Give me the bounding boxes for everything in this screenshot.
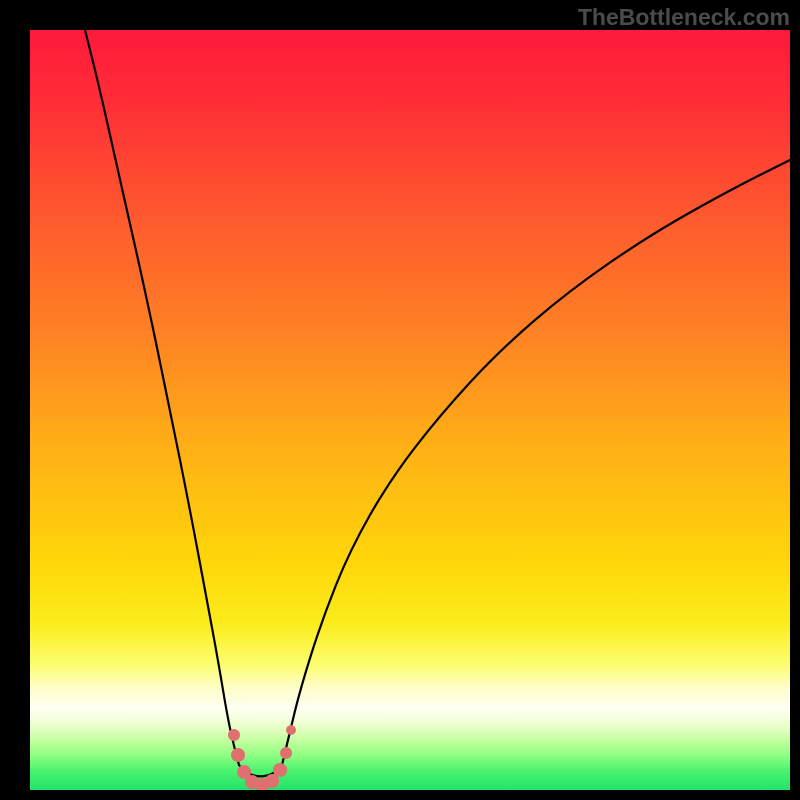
watermark-text: TheBottleneck.com <box>578 4 790 31</box>
chart-svg <box>0 0 800 800</box>
chart-frame: TheBottleneck.com <box>0 0 800 800</box>
marker-point <box>286 725 296 735</box>
marker-point <box>228 729 240 741</box>
marker-point <box>280 747 292 759</box>
marker-point <box>231 748 245 762</box>
marker-point <box>273 763 287 777</box>
chart-gradient-background <box>30 30 790 790</box>
